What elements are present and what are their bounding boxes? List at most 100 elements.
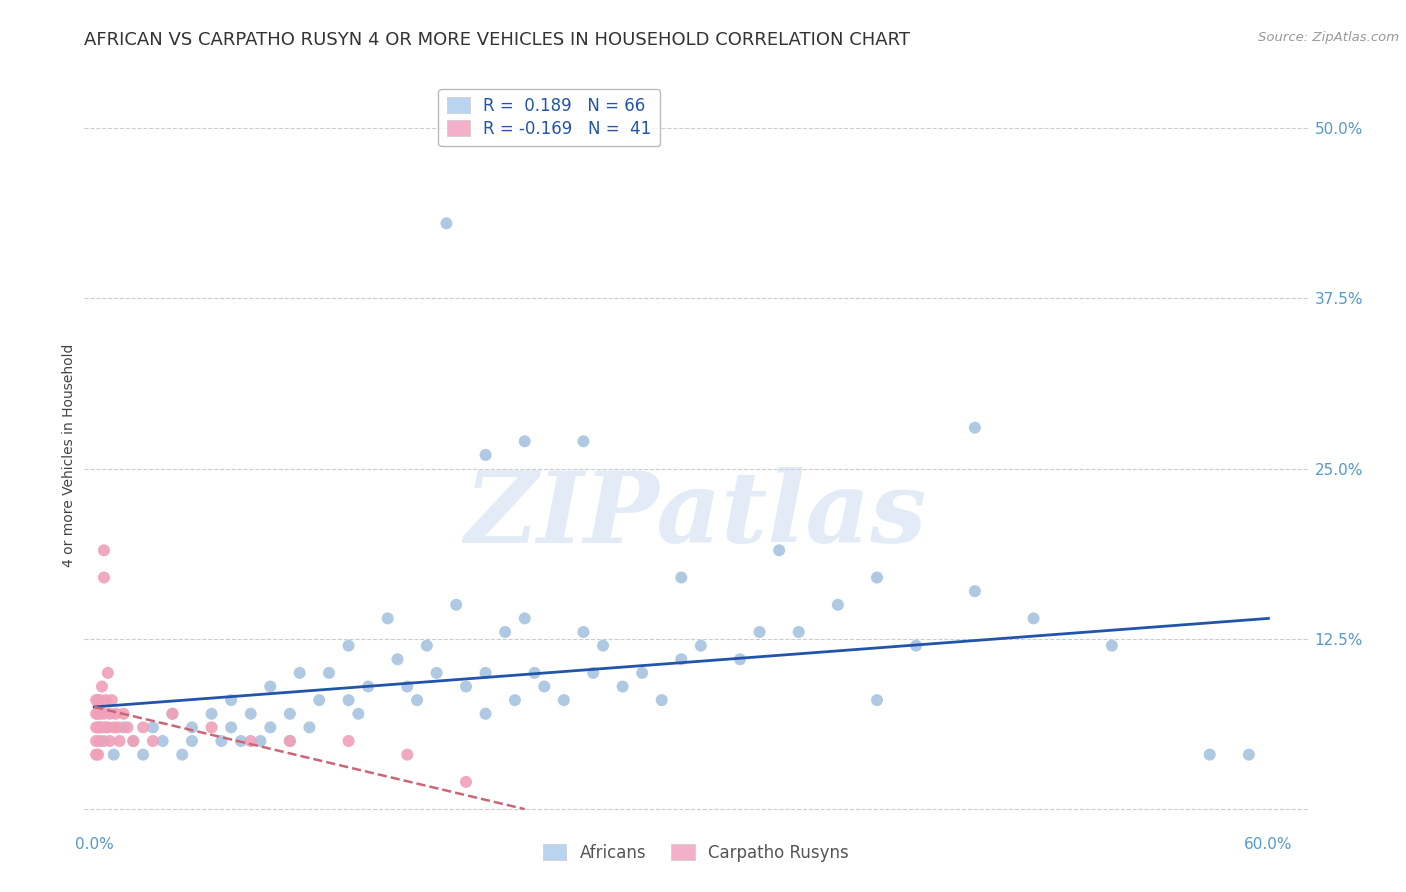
Point <box>592 639 614 653</box>
Legend: Africans, Carpatho Rusyns: Africans, Carpatho Rusyns <box>534 835 858 870</box>
Point <box>104 706 127 721</box>
Point <box>454 680 477 694</box>
Point <box>288 665 311 680</box>
Point <box>259 720 281 734</box>
Point <box>87 706 110 721</box>
Point <box>671 652 693 666</box>
Point <box>103 747 125 762</box>
Point <box>572 434 595 449</box>
Point <box>768 543 790 558</box>
Point <box>209 734 232 748</box>
Text: AFRICAN VS CARPATHO RUSYN 4 OR MORE VEHICLES IN HOUSEHOLD CORRELATION CHART: AFRICAN VS CARPATHO RUSYN 4 OR MORE VEHI… <box>84 31 910 49</box>
Point <box>1198 747 1220 762</box>
Point <box>357 680 380 694</box>
Point <box>631 665 654 680</box>
Point <box>89 734 111 748</box>
Point <box>162 706 184 721</box>
Point <box>533 680 555 694</box>
Point <box>229 734 252 748</box>
Point <box>612 680 634 694</box>
Point <box>181 734 204 748</box>
Point <box>97 720 120 734</box>
Point <box>513 434 536 449</box>
Point <box>278 734 301 748</box>
Point <box>259 680 281 694</box>
Point <box>200 706 222 721</box>
Point <box>728 652 751 666</box>
Point <box>122 734 145 748</box>
Point <box>89 720 111 734</box>
Point <box>347 706 370 721</box>
Point <box>377 611 399 625</box>
Point <box>107 720 129 734</box>
Point <box>963 584 986 599</box>
Point <box>219 693 242 707</box>
Point <box>122 734 145 748</box>
Point <box>84 747 107 762</box>
Point <box>249 734 271 748</box>
Point <box>671 570 693 584</box>
Point <box>142 734 165 748</box>
Point <box>406 693 429 707</box>
Point <box>426 665 449 680</box>
Point <box>866 570 889 584</box>
Point <box>93 706 115 721</box>
Point <box>132 747 155 762</box>
Point <box>582 665 605 680</box>
Point <box>787 625 810 640</box>
Point <box>905 639 928 653</box>
Point <box>337 734 360 748</box>
Point <box>494 625 516 640</box>
Point <box>1022 611 1045 625</box>
Point <box>474 665 496 680</box>
Point <box>318 665 340 680</box>
Point <box>308 693 330 707</box>
Point <box>94 693 117 707</box>
Point <box>93 570 115 584</box>
Point <box>91 720 114 734</box>
Point <box>91 680 114 694</box>
Point <box>172 747 194 762</box>
Point <box>142 720 165 734</box>
Point <box>572 625 595 640</box>
Point <box>112 706 135 721</box>
Point <box>523 665 546 680</box>
Point <box>387 652 409 666</box>
Point <box>396 747 419 762</box>
Point <box>444 598 467 612</box>
Point <box>1237 747 1260 762</box>
Point <box>103 720 125 734</box>
Point <box>416 639 439 653</box>
Point <box>97 665 120 680</box>
Point <box>436 216 458 230</box>
Point <box>98 706 121 721</box>
Point <box>748 625 770 640</box>
Point <box>93 543 115 558</box>
Point <box>87 693 110 707</box>
Point <box>100 693 122 707</box>
Point <box>239 706 262 721</box>
Point <box>89 706 111 721</box>
Text: ZIPatlas: ZIPatlas <box>465 467 927 563</box>
Point <box>866 693 889 707</box>
Point <box>152 734 174 748</box>
Point <box>98 734 121 748</box>
Point <box>87 747 110 762</box>
Point <box>200 720 222 734</box>
Point <box>112 720 135 734</box>
Point <box>84 734 107 748</box>
Point <box>162 706 184 721</box>
Point <box>1101 639 1123 653</box>
Point <box>239 734 262 748</box>
Point <box>219 720 242 734</box>
Point <box>337 693 360 707</box>
Point <box>93 734 115 748</box>
Point <box>84 706 107 721</box>
Y-axis label: 4 or more Vehicles in Household: 4 or more Vehicles in Household <box>62 343 76 566</box>
Point <box>117 720 139 734</box>
Point <box>181 720 204 734</box>
Point <box>87 720 110 734</box>
Point <box>503 693 526 707</box>
Point <box>474 448 496 462</box>
Point <box>298 720 321 734</box>
